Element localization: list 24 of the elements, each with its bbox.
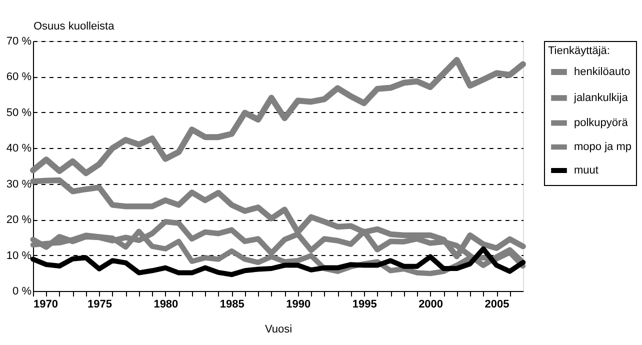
x-tick-label: 1970 bbox=[34, 298, 58, 310]
y-axis-title: Osuus kuolleista bbox=[34, 20, 116, 32]
y-tick-label: 10 % bbox=[6, 250, 32, 262]
legend-label: muut bbox=[574, 164, 598, 176]
x-tick-label: 2005 bbox=[484, 298, 510, 310]
legend-label: jalankulkija bbox=[573, 92, 629, 104]
x-axis-title: Vuosi bbox=[264, 324, 292, 336]
legend-title: Tienkäyttäjä: bbox=[548, 45, 610, 57]
y-tick-label: 20 % bbox=[6, 214, 32, 226]
x-tick-label: 1990 bbox=[286, 298, 311, 310]
x-tick-label: 1975 bbox=[87, 298, 112, 310]
legend-label: polkupyörä bbox=[574, 117, 629, 129]
y-tick-label: 0 % bbox=[12, 286, 32, 298]
y-tick-label: 50 % bbox=[6, 106, 32, 119]
x-tick-label: 1995 bbox=[352, 298, 377, 310]
y-tick-label: 70 % bbox=[6, 36, 32, 48]
legend-label: mopo ja mp bbox=[574, 141, 632, 153]
x-tick-label: 1980 bbox=[154, 298, 178, 310]
x-tick-label: 2000 bbox=[418, 298, 444, 310]
y-tick-label: 40 % bbox=[6, 142, 32, 155]
x-tick-label: 1985 bbox=[220, 298, 244, 310]
legend-label: henkilöauto bbox=[574, 66, 630, 78]
y-tick-label: 30 % bbox=[6, 178, 32, 190]
y-tick-label: 60 % bbox=[6, 71, 32, 84]
